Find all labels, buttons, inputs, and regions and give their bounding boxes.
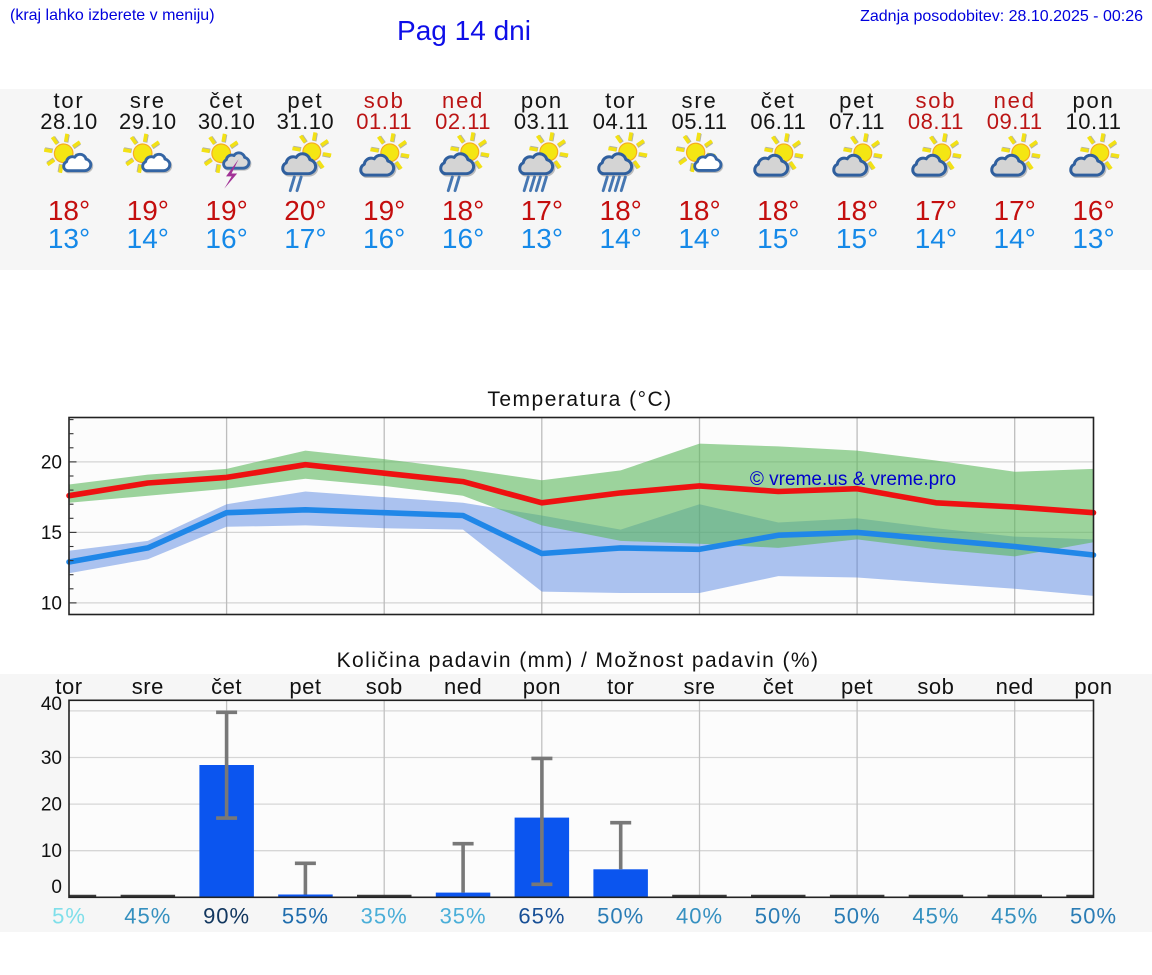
svg-text:40: 40 <box>41 694 62 715</box>
svg-text:10: 10 <box>41 841 62 862</box>
svg-text:40%: 40% <box>676 904 723 929</box>
svg-text:55%: 55% <box>282 904 329 929</box>
svg-text:tor: tor <box>607 674 634 699</box>
svg-text:ned: ned <box>996 674 1034 699</box>
svg-text:50%: 50% <box>834 904 881 929</box>
svg-text:90%: 90% <box>203 904 250 929</box>
svg-text:10: 10 <box>41 593 62 614</box>
svg-text:30: 30 <box>41 748 62 769</box>
svg-text:0: 0 <box>51 877 62 898</box>
svg-text:15: 15 <box>41 523 62 544</box>
svg-text:Količina padavin (mm) / Možnos: Količina padavin (mm) / Možnost padavin … <box>337 649 820 672</box>
svg-text:35%: 35% <box>440 904 487 929</box>
svg-text:Temperatura (°C): Temperatura (°C) <box>487 388 672 411</box>
svg-text:65%: 65% <box>518 904 565 929</box>
svg-text:5%: 5% <box>52 904 86 929</box>
svg-text:45%: 45% <box>124 904 171 929</box>
svg-text:pet: pet <box>841 674 873 699</box>
svg-text:tor: tor <box>55 674 82 699</box>
svg-text:© vreme.us & vreme.pro: © vreme.us & vreme.pro <box>750 469 956 490</box>
svg-text:pon: pon <box>523 674 561 699</box>
svg-text:20: 20 <box>41 795 62 816</box>
svg-text:sre: sre <box>132 674 164 699</box>
svg-text:20: 20 <box>41 452 62 473</box>
svg-text:45%: 45% <box>991 904 1038 929</box>
svg-text:35%: 35% <box>361 904 408 929</box>
svg-text:50%: 50% <box>1070 904 1117 929</box>
svg-text:ned: ned <box>444 674 482 699</box>
svg-text:čet: čet <box>763 674 794 699</box>
svg-text:sob: sob <box>366 674 403 699</box>
svg-text:sre: sre <box>683 674 715 699</box>
svg-text:čet: čet <box>211 674 242 699</box>
svg-text:45%: 45% <box>912 904 959 929</box>
svg-text:50%: 50% <box>597 904 644 929</box>
svg-text:50%: 50% <box>755 904 802 929</box>
svg-text:pet: pet <box>289 674 321 699</box>
svg-text:pon: pon <box>1074 674 1112 699</box>
svg-text:sob: sob <box>917 674 954 699</box>
